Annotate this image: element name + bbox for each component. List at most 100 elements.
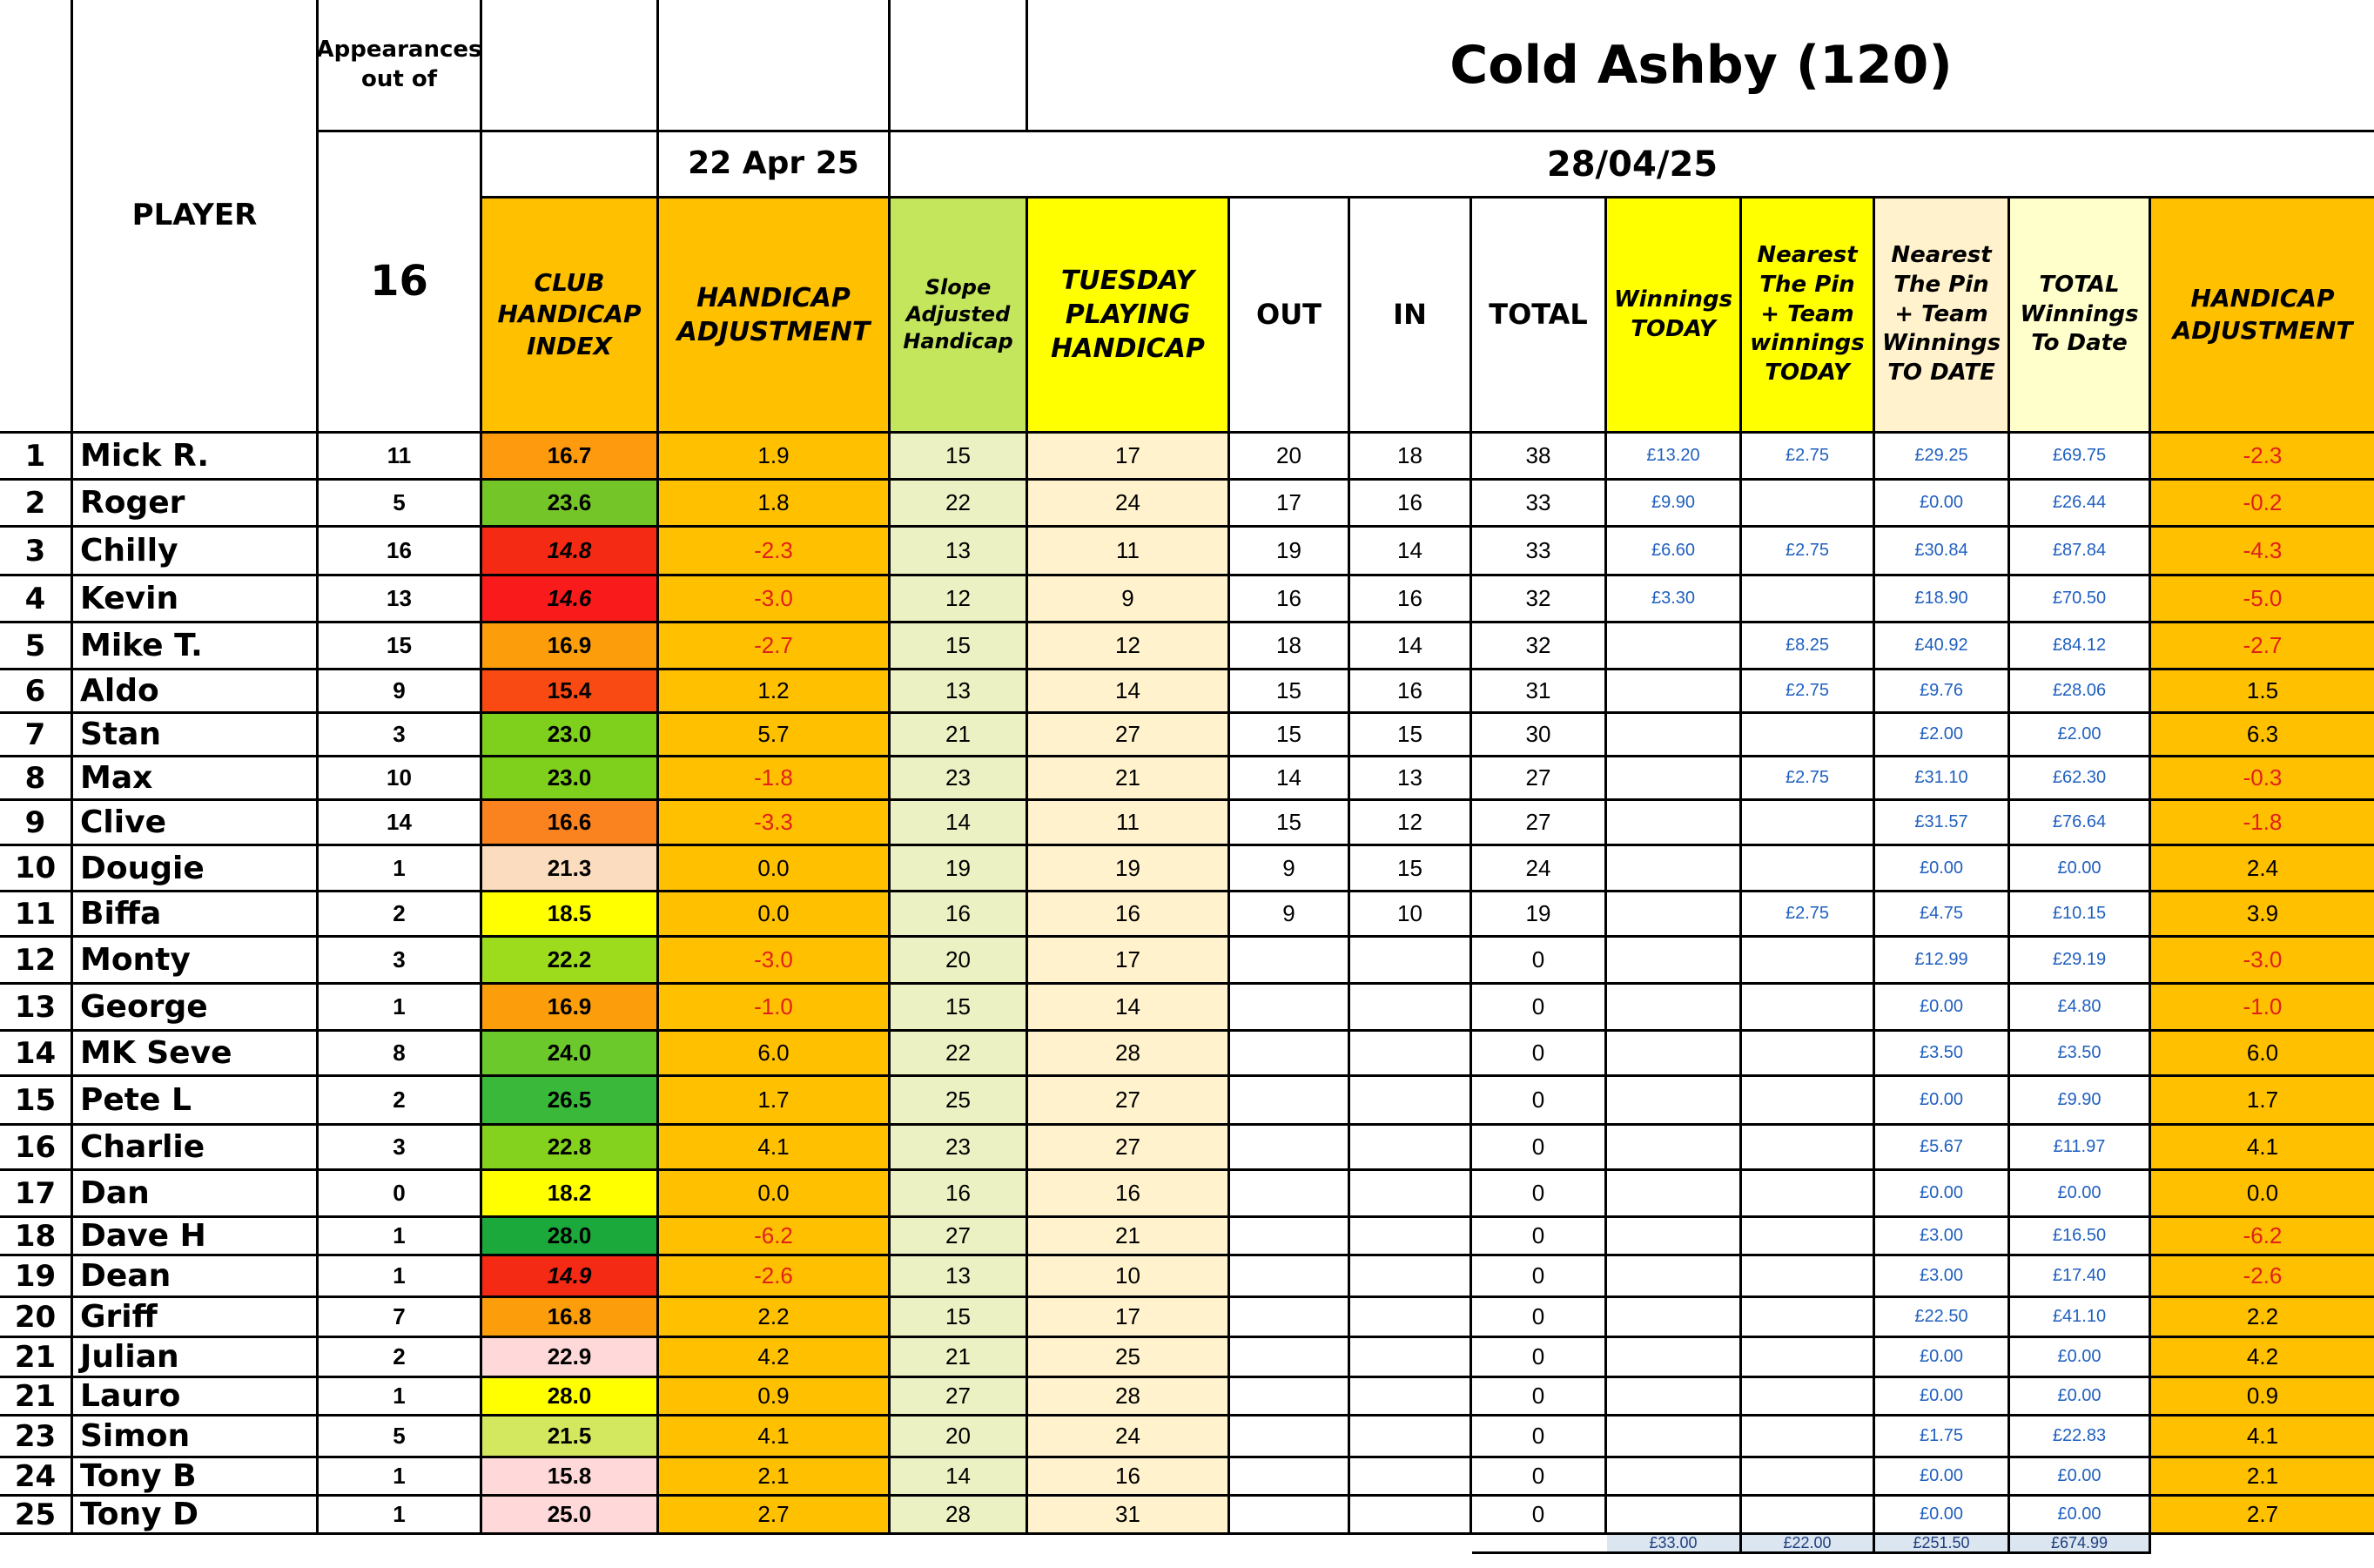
total-score-cell: 0 xyxy=(1472,938,1607,985)
club-index-cell: 23.0 xyxy=(482,714,659,757)
ntp-to-date-cell: £0.00 xyxy=(1875,1171,2010,1218)
new-handicap-adjustment-cell: -6.2 xyxy=(2151,1218,2374,1256)
slope-handicap-cell: 15 xyxy=(891,623,1028,670)
new-handicap-adjustment-cell: -0.2 xyxy=(2151,481,2374,528)
appearances-cell: 2 xyxy=(319,1338,482,1378)
total-score-cell: 19 xyxy=(1472,892,1607,938)
handicap-adjustment-cell: -1.8 xyxy=(659,757,891,801)
playing-handicap-cell: 25 xyxy=(1028,1338,1230,1378)
winnings-today-cell xyxy=(1607,670,1742,714)
ntp-today-cell xyxy=(1742,1032,1875,1077)
new-handicap-adjustment-cell: 6.3 xyxy=(2151,714,2374,757)
club-index-cell: 21.3 xyxy=(482,846,659,892)
ntp-today-cell xyxy=(1742,1417,1875,1458)
player-name: Dan xyxy=(73,1171,319,1218)
ntp-to-date-cell: £31.10 xyxy=(1875,757,2010,801)
player-name: Tony D xyxy=(73,1497,319,1535)
page-title: Cold Ashby (120) xyxy=(1028,0,2374,132)
slope-handicap-cell: 21 xyxy=(891,1338,1028,1378)
total-tw-cell: £674.99 xyxy=(2010,1535,2151,1554)
slope-handicap-cell: 13 xyxy=(891,528,1028,576)
player-name: Mike T. xyxy=(73,623,319,670)
slope-handicap-cell: 13 xyxy=(891,670,1028,714)
appearances-cell: 5 xyxy=(319,1417,482,1458)
winnings-today-cell xyxy=(1607,1032,1742,1077)
in-score-cell xyxy=(1350,1126,1472,1171)
handicap-adjustment-cell: -3.0 xyxy=(659,938,891,985)
rank-cell: 9 xyxy=(0,801,73,846)
club-index-cell: 16.8 xyxy=(482,1298,659,1338)
player-name: Mick R. xyxy=(73,434,319,481)
handicap-adjustment-cell: 6.0 xyxy=(659,1032,891,1077)
total-winnings-cell: £69.75 xyxy=(2010,434,2151,481)
total-winnings-cell: £0.00 xyxy=(2010,1338,2151,1378)
rank-cell: 7 xyxy=(0,714,73,757)
appearances-cell: 1 xyxy=(319,1497,482,1535)
appearances-cell: 3 xyxy=(319,938,482,985)
total-winnings-cell: £2.00 xyxy=(2010,714,2151,757)
club-index-cell: 25.0 xyxy=(482,1497,659,1535)
handicap-adjustment-cell: 0.0 xyxy=(659,1171,891,1218)
out-score-cell: 17 xyxy=(1230,481,1350,528)
ntp-to-date-cell: £2.00 xyxy=(1875,714,2010,757)
winnings-today-cell xyxy=(1607,985,1742,1032)
rank-cell: 10 xyxy=(0,846,73,892)
in-score-cell xyxy=(1350,1338,1472,1378)
player-name: Clive xyxy=(73,801,319,846)
new-handicap-adjustment-cell: 4.2 xyxy=(2151,1338,2374,1378)
total-score-cell: 0 xyxy=(1472,1256,1607,1298)
blank-header-cell xyxy=(891,0,1028,132)
ntp-today-cell xyxy=(1742,985,1875,1032)
rank-cell: 23 xyxy=(0,1417,73,1458)
total-score-cell: 0 xyxy=(1472,1458,1607,1497)
new-handicap-adjustment-cell: 1.5 xyxy=(2151,670,2374,714)
player-name: Max xyxy=(73,757,319,801)
ntp-to-date-cell: £3.50 xyxy=(1875,1032,2010,1077)
player-name: Pete L xyxy=(73,1077,319,1126)
appearances-cell: 14 xyxy=(319,801,482,846)
total-score-cell: 0 xyxy=(1472,1077,1607,1126)
rank-cell: 24 xyxy=(0,1458,73,1497)
out-score-cell: 14 xyxy=(1230,757,1350,801)
out-score-cell: 15 xyxy=(1230,714,1350,757)
appearances-cell: 1 xyxy=(319,1218,482,1256)
in-score-cell: 16 xyxy=(1350,670,1472,714)
total-winnings-cell: £16.50 xyxy=(2010,1218,2151,1256)
player-name: Griff xyxy=(73,1298,319,1338)
appearances-cell: 9 xyxy=(319,670,482,714)
ntp-to-date-cell: £3.00 xyxy=(1875,1256,2010,1298)
total-winnings-cell: £62.30 xyxy=(2010,757,2151,801)
appearances-cell: 8 xyxy=(319,1032,482,1077)
player-name: Biffa xyxy=(73,892,319,938)
out-score-cell xyxy=(1230,1417,1350,1458)
rank-cell: 8 xyxy=(0,757,73,801)
club-index-cell: 18.5 xyxy=(482,892,659,938)
slope-handicap-cell: 15 xyxy=(891,1298,1028,1338)
winnings-today-cell xyxy=(1607,1417,1742,1458)
playing-handicap-cell: 9 xyxy=(1028,576,1230,623)
new-handicap-adjustment-cell: -2.7 xyxy=(2151,623,2374,670)
out-score-cell xyxy=(1230,1458,1350,1497)
new-handicap-adjustment-cell: 0.9 xyxy=(2151,1378,2374,1417)
handicap-adjustment-cell: -2.6 xyxy=(659,1256,891,1298)
playing-handicap-cell: 12 xyxy=(1028,623,1230,670)
blank-header-cell xyxy=(659,0,891,132)
new-handicap-adjustment-cell: 4.1 xyxy=(2151,1417,2374,1458)
handicap-adjustment-cell: 5.7 xyxy=(659,714,891,757)
playing-handicap-cell: 11 xyxy=(1028,801,1230,846)
slope-handicap-cell: 14 xyxy=(891,801,1028,846)
handicap-adjustment-cell: 0.9 xyxy=(659,1378,891,1417)
new-handicap-adjustment-cell: 4.1 xyxy=(2151,1126,2374,1171)
slope-handicap-cell: 16 xyxy=(891,892,1028,938)
appearances-total: 16 xyxy=(319,132,482,434)
player-name: Aldo xyxy=(73,670,319,714)
total-winnings-cell: £11.97 xyxy=(2010,1126,2151,1171)
rank-cell: 19 xyxy=(0,1256,73,1298)
header-win-today: Winnings TODAY xyxy=(1607,199,1742,434)
date-current: 28/04/25 xyxy=(891,132,2374,199)
total-winnings-cell: £22.83 xyxy=(2010,1417,2151,1458)
in-score-cell xyxy=(1350,1032,1472,1077)
new-handicap-adjustment-cell: -3.0 xyxy=(2151,938,2374,985)
winnings-today-cell xyxy=(1607,623,1742,670)
club-index-cell: 16.9 xyxy=(482,985,659,1032)
